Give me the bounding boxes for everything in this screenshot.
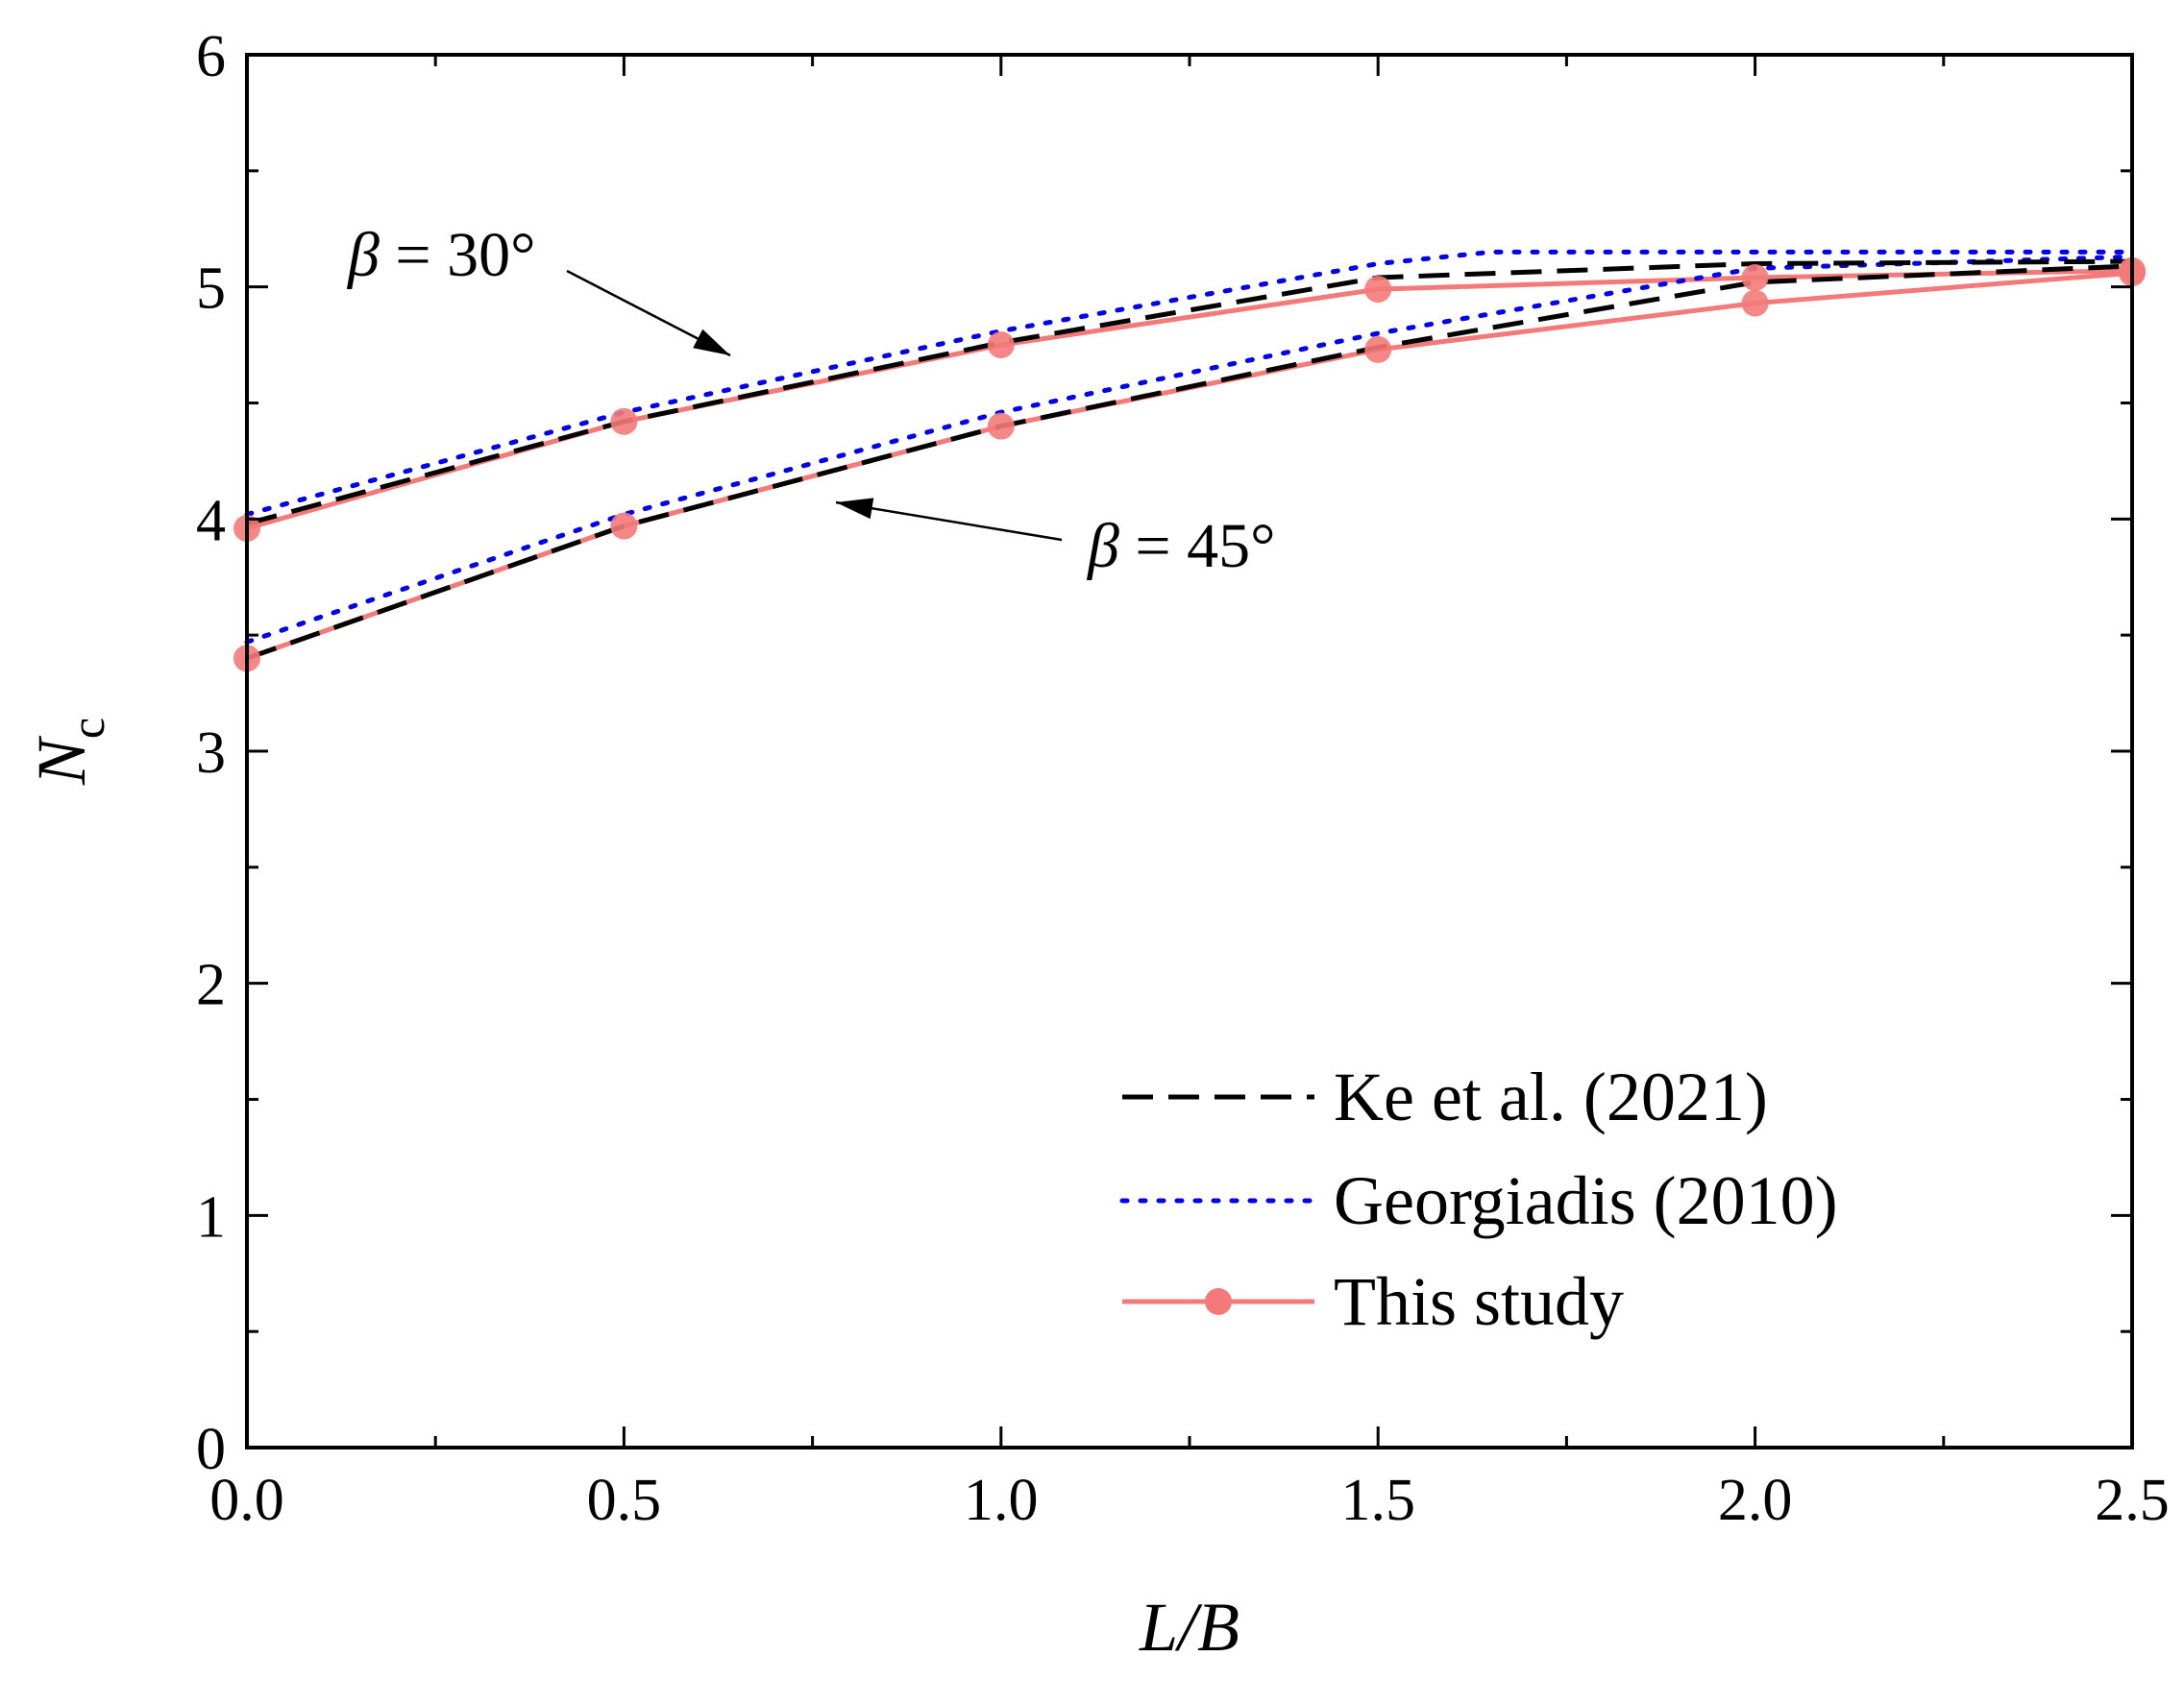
x-tick-label: 1.5 <box>1340 1468 1415 1533</box>
annotation-beta-30-arrowhead <box>693 329 730 355</box>
y-tick-label: 2 <box>196 953 226 1018</box>
y-tick-label: 6 <box>196 24 226 89</box>
x-tick-label: 1.0 <box>964 1468 1039 1533</box>
data-point-this-study <box>610 407 638 435</box>
annotation-beta-45: β = 45° <box>835 498 1276 581</box>
legend: Ke et al. (2021) Georgiadis (2010) This … <box>1119 1059 1838 1340</box>
series-line-ke-et-al-2021--beta-45 <box>246 263 2133 661</box>
y-axis-title: Nc <box>23 718 114 786</box>
annotation-beta-45-arrow <box>835 500 1063 542</box>
y-tick-label: 3 <box>196 720 226 786</box>
x-tick-label: 2.0 <box>1718 1468 1793 1533</box>
legend-label-ke: Ke et al. (2021) <box>1334 1059 1768 1135</box>
x-tick-label: 2.5 <box>2095 1468 2170 1533</box>
data-point-this-study <box>1741 289 1769 317</box>
y-tick-label: 1 <box>196 1184 226 1250</box>
series-layer <box>233 249 2146 672</box>
legend-label-this-study: This study <box>1334 1263 1624 1340</box>
legend-marker <box>1205 1288 1232 1315</box>
annotation-beta-30-label: β = 30° <box>346 220 536 290</box>
data-point-this-study <box>610 512 638 540</box>
beta-symbol: β <box>1086 511 1119 581</box>
annotation-beta-45-label: β = 45° <box>1086 511 1276 581</box>
plot-area: 0.0 0.5 1.0 1.5 2.0 2.5 0 1 2 3 4 5 6 <box>196 24 2170 1533</box>
data-point-this-study <box>1364 335 1392 363</box>
y-tick-label: 5 <box>196 256 226 322</box>
legend-item-ke: Ke et al. (2021) <box>1122 1059 1768 1135</box>
series-line-georgiadis-2010--beta-30 <box>244 249 2135 517</box>
legend-item-this-study: This study <box>1122 1263 1624 1340</box>
y-tick-label: 4 <box>196 488 226 553</box>
series-line-this-study-beta-45 <box>246 270 2133 661</box>
x-tick-label: 0.0 <box>209 1468 284 1533</box>
ticks-layer: 0.0 0.5 1.0 1.5 2.0 2.5 0 1 2 3 4 5 6 <box>196 24 2170 1533</box>
annotation-beta-45-value: = 45° <box>1119 511 1276 581</box>
legend-label-georgiadis: Georgiadis (2010) <box>1334 1162 1838 1239</box>
annotation-beta-30: β = 30° <box>346 220 731 357</box>
data-point-this-study <box>1364 276 1392 304</box>
y-axis-title-main: N <box>23 735 100 786</box>
data-point-this-study <box>1741 264 1769 291</box>
annotation-beta-30-value: = 30° <box>380 220 536 290</box>
data-point-this-study <box>987 412 1015 440</box>
legend-item-georgiadis: Georgiadis (2010) <box>1119 1162 1838 1239</box>
series-line-georgiadis-2010--beta-45 <box>244 254 2135 645</box>
annotation-beta-45-arrowhead <box>836 498 874 520</box>
y-axis-title-subscript: c <box>61 718 114 739</box>
x-tick-label: 0.5 <box>587 1468 662 1533</box>
data-point-this-study <box>987 331 1015 359</box>
beta-symbol: β <box>346 220 380 290</box>
series-line-ke-et-al-2021--beta-30 <box>246 258 2133 526</box>
y-tick-label: 0 <box>196 1417 226 1482</box>
series-line-this-study-beta-30 <box>246 268 2133 531</box>
x-axis-title: L/B <box>1139 1589 1239 1666</box>
